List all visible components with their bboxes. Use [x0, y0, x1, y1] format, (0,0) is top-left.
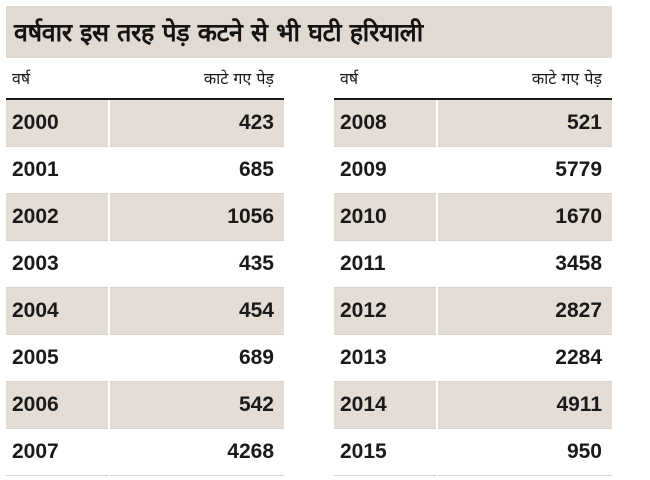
year-cell: 2001 — [6, 146, 110, 194]
year-cell: 2011 — [334, 240, 438, 288]
header-row: वर्ष काटे गए पेड़ — [6, 58, 284, 100]
table-row: 2005 689 — [6, 334, 284, 382]
table-row: 2001 685 — [6, 146, 284, 194]
table-row: 2008 521 — [334, 99, 612, 147]
table-row: 2009 5779 — [334, 146, 612, 194]
table-row: 2007 4268 — [6, 428, 284, 476]
trees-cut-cell: 4911 — [437, 381, 612, 429]
trees-cut-cell: 1670 — [437, 193, 612, 241]
table-columns: वर्ष काटे गए पेड़ 2000 423 2001 685 2002 1056… — [6, 58, 612, 476]
trees-cut-header: काटे गए पेड़ — [109, 58, 284, 100]
year-cell: 2012 — [334, 287, 438, 335]
trees-cut-cell: 4268 — [109, 428, 284, 476]
table-row: 2012 2827 — [334, 287, 612, 335]
left-table: वर्ष काटे गए पेड़ 2000 423 2001 685 2002 1056… — [6, 58, 284, 476]
year-cell: 2005 — [6, 334, 110, 382]
year-cell: 2007 — [6, 428, 110, 476]
year-cell: 2000 — [6, 99, 110, 147]
year-cell: 2002 — [6, 193, 110, 241]
year-cell: 2013 — [334, 334, 438, 382]
year-cell: 2006 — [6, 381, 110, 429]
header-row: वर्ष काटे गए पेड़ — [334, 58, 612, 100]
trees-cut-cell: 2284 — [437, 334, 612, 382]
trees-cut-cell: 689 — [109, 334, 284, 382]
table-row: 2004 454 — [6, 287, 284, 335]
trees-cut-cell: 423 — [109, 99, 284, 147]
left-table-body: 2000 423 2001 685 2002 1056 2003 435 2004 454 2005… — [6, 99, 284, 476]
trees-cut-cell: 542 — [109, 381, 284, 429]
right-table-body: 2008 521 2009 5779 2010 1670 2011 3458 2012 2827 2… — [334, 99, 612, 476]
trees-cut-cell: 950 — [437, 428, 612, 476]
year-cell: 2009 — [334, 146, 438, 194]
trees-cut-cell: 685 — [109, 146, 284, 194]
table-row: 2006 542 — [6, 381, 284, 429]
year-cell: 2003 — [6, 240, 110, 288]
trees-cut-header: काटे गए पेड़ — [437, 58, 612, 100]
year-cell: 2010 — [334, 193, 438, 241]
table-row: 2000 423 — [6, 99, 284, 147]
table-figure: वर्षवार इस तरह पेड़ कटने से भी घटी हरिया… — [6, 6, 612, 476]
year-cell: 2014 — [334, 381, 438, 429]
year-cell: 2004 — [6, 287, 110, 335]
trees-cut-cell: 521 — [437, 99, 612, 147]
table-row: 2014 4911 — [334, 381, 612, 429]
year-cell: 2008 — [334, 99, 438, 147]
table-row: 2011 3458 — [334, 240, 612, 288]
year-cell: 2015 — [334, 428, 438, 476]
table-row: 2002 1056 — [6, 193, 284, 241]
table-row: 2015 950 — [334, 428, 612, 476]
year-header: वर्ष — [6, 58, 110, 100]
right-table: वर्ष काटे गए पेड़ 2008 521 2009 5779 2010 167… — [334, 58, 612, 476]
trees-cut-cell: 3458 — [437, 240, 612, 288]
trees-cut-cell: 2827 — [437, 287, 612, 335]
trees-cut-cell: 435 — [109, 240, 284, 288]
trees-cut-cell: 1056 — [109, 193, 284, 241]
trees-cut-cell: 454 — [109, 287, 284, 335]
table-title: वर्षवार इस तरह पेड़ कटने से भी घटी हरिया… — [6, 6, 612, 58]
table-row: 2010 1670 — [334, 193, 612, 241]
table-row: 2003 435 — [6, 240, 284, 288]
trees-cut-cell: 5779 — [437, 146, 612, 194]
year-header: वर्ष — [334, 58, 438, 100]
table-row: 2013 2284 — [334, 334, 612, 382]
